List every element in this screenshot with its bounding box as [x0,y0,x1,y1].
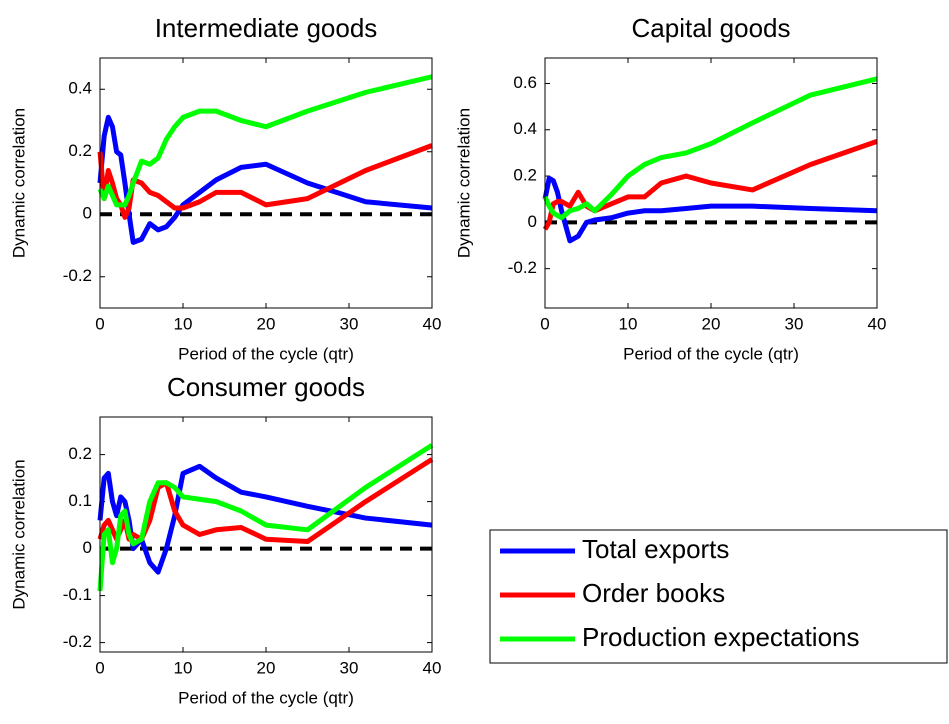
x-tick-label: 30 [340,658,359,677]
legend-label: Production expectations [582,622,860,652]
series-line [97,463,433,575]
x-tick-label: 10 [174,314,193,333]
series-line [97,143,433,220]
chart-title: Capital goods [632,13,791,43]
y-tick-label: -0.2 [508,258,537,277]
y-tick-label: 0.6 [513,73,537,92]
x-tick-label: 30 [340,314,359,333]
plot-frame [99,57,433,309]
x-tick-label: 40 [423,314,442,333]
y-tick-label: 0 [528,212,537,231]
y-tick-label: 0 [83,204,92,223]
x-axis-label: Period of the cycle (qtr) [623,344,799,363]
y-tick-label: 0.2 [68,444,92,463]
subplot: Intermediate goods Period of the cycle (q… [9,13,441,364]
series-line [97,114,433,245]
x-tick-label: 30 [785,314,804,333]
legend-label: Total exports [582,534,729,564]
y-axis-label: Dynamic correlation [9,108,28,258]
y-tick-label: 0.1 [68,491,92,510]
x-tick-label: 10 [619,314,638,333]
y-axis-label: Dynamic correlation [9,459,28,609]
y-tick-label: 0.2 [68,141,92,160]
y-axis-label: Dynamic correlation [454,108,473,258]
plot-frame [544,57,878,309]
chart-title: Consumer goods [167,372,365,402]
x-tick-label: 0 [95,314,104,333]
series-line [542,175,878,244]
legend-label: Order books [582,578,725,608]
y-tick-label: 0.4 [513,119,537,138]
y-tick-label: -0.1 [63,585,92,604]
x-axis-label: Period of the cycle (qtr) [178,688,354,707]
legend: Total exports Order books Production expec… [489,529,948,664]
plot-frame [99,416,433,653]
x-tick-label: 20 [257,658,276,677]
y-tick-label: -0.2 [63,632,92,651]
y-tick-label: -0.2 [63,266,92,285]
y-tick-label: 0.2 [513,166,537,185]
x-tick-label: 0 [540,314,549,333]
x-tick-label: 20 [702,314,721,333]
series-line [542,138,878,231]
subplot: Capital goods Period of the cycle (qtr) Dy… [454,13,886,364]
x-tick-label: 0 [95,658,104,677]
x-axis-label: Period of the cycle (qtr) [178,344,354,363]
chart-title: Intermediate goods [155,13,378,43]
x-tick-label: 40 [423,658,442,677]
y-tick-label: 0 [83,538,92,557]
x-tick-label: 10 [174,658,193,677]
y-tick-label: 0.4 [68,79,92,98]
x-tick-label: 40 [868,314,887,333]
subplot: Consumer goods Period of the cycle (qtr) D… [9,372,441,708]
series-line [97,457,434,545]
series-line [542,76,878,221]
series-line [97,74,433,208]
x-tick-label: 20 [257,314,276,333]
series-line [97,443,434,592]
